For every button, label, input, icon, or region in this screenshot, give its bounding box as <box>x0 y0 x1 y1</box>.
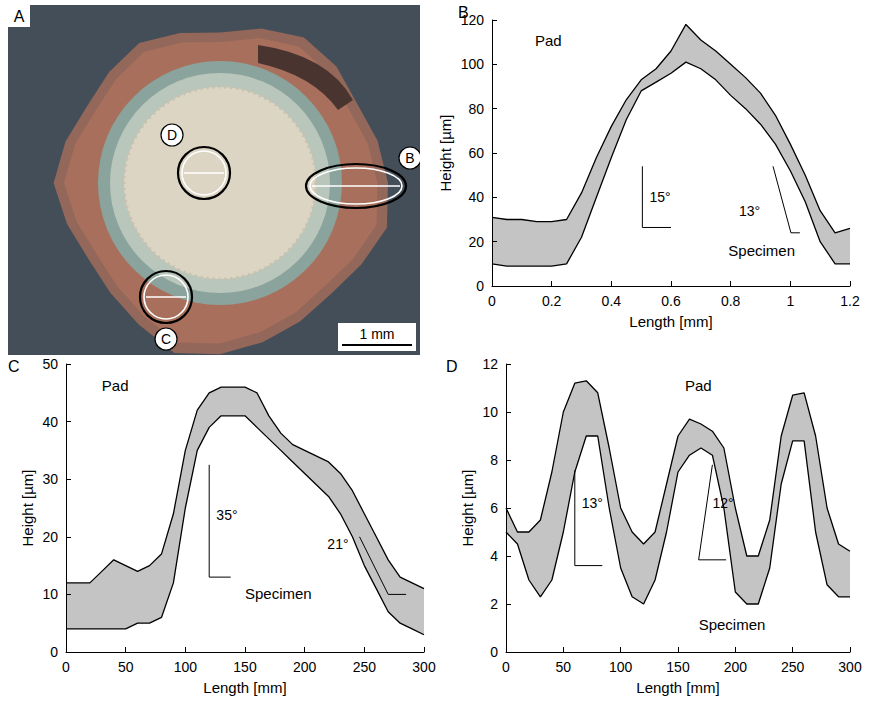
svg-text:0: 0 <box>488 293 496 309</box>
svg-text:100: 100 <box>461 56 485 72</box>
svg-text:120: 120 <box>460 12 484 28</box>
svg-text:50: 50 <box>42 356 58 372</box>
svg-text:0: 0 <box>62 659 70 675</box>
svg-text:0: 0 <box>476 278 484 294</box>
svg-text:1 mm: 1 mm <box>360 326 395 342</box>
svg-text:50: 50 <box>118 659 134 675</box>
svg-text:80: 80 <box>468 101 484 117</box>
svg-text:150: 150 <box>233 659 257 675</box>
svg-text:Length [mm]: Length [mm] <box>629 313 712 330</box>
svg-text:B: B <box>405 150 414 166</box>
svg-text:0: 0 <box>490 644 498 660</box>
svg-text:250: 250 <box>781 659 805 675</box>
svg-text:C: C <box>161 331 171 347</box>
svg-text:Height [µm]: Height [µm] <box>437 115 454 192</box>
svg-text:2: 2 <box>490 596 498 612</box>
svg-text:Pad: Pad <box>535 32 562 49</box>
svg-text:35°: 35° <box>216 507 237 523</box>
svg-text:B: B <box>458 4 469 21</box>
svg-text:250: 250 <box>353 659 377 675</box>
svg-text:100: 100 <box>174 659 198 675</box>
svg-text:D: D <box>446 358 458 375</box>
svg-text:100: 100 <box>609 659 633 675</box>
svg-text:1.2: 1.2 <box>840 293 860 309</box>
svg-text:D: D <box>167 127 177 143</box>
svg-text:4: 4 <box>490 548 498 564</box>
svg-text:1: 1 <box>786 293 794 309</box>
svg-text:Specimen: Specimen <box>728 242 795 259</box>
svg-text:0: 0 <box>50 644 58 660</box>
svg-text:15°: 15° <box>650 189 671 205</box>
svg-text:Specimen: Specimen <box>245 585 312 602</box>
svg-text:Pad: Pad <box>102 377 129 394</box>
svg-text:0.6: 0.6 <box>661 293 681 309</box>
svg-text:10: 10 <box>42 586 58 602</box>
svg-text:60: 60 <box>468 145 484 161</box>
svg-text:Pad: Pad <box>685 377 712 394</box>
svg-text:12: 12 <box>482 356 498 372</box>
svg-text:40: 40 <box>468 189 484 205</box>
svg-text:300: 300 <box>412 659 436 675</box>
svg-text:0.8: 0.8 <box>721 293 741 309</box>
svg-text:10: 10 <box>482 404 498 420</box>
svg-text:200: 200 <box>293 659 317 675</box>
svg-text:6: 6 <box>490 500 498 516</box>
svg-text:300: 300 <box>838 659 862 675</box>
svg-text:20: 20 <box>468 234 484 250</box>
svg-text:0.2: 0.2 <box>542 293 562 309</box>
svg-text:Height [µm]: Height [µm] <box>19 470 36 547</box>
svg-text:0: 0 <box>502 659 510 675</box>
svg-text:Length [mm]: Length [mm] <box>203 679 286 696</box>
svg-text:50: 50 <box>556 659 572 675</box>
svg-text:Specimen: Specimen <box>699 616 766 633</box>
svg-text:12°: 12° <box>712 495 733 511</box>
svg-text:0.4: 0.4 <box>602 293 622 309</box>
svg-text:13°: 13° <box>739 203 760 219</box>
svg-text:200: 200 <box>724 659 748 675</box>
svg-text:Height [µm]: Height [µm] <box>459 470 476 547</box>
svg-text:C: C <box>8 358 20 375</box>
svg-text:13°: 13° <box>582 495 603 511</box>
svg-text:8: 8 <box>490 452 498 468</box>
svg-text:30: 30 <box>42 471 58 487</box>
svg-text:20: 20 <box>42 529 58 545</box>
svg-text:40: 40 <box>42 414 58 430</box>
svg-text:21°: 21° <box>327 536 348 552</box>
svg-text:150: 150 <box>666 659 690 675</box>
svg-text:A: A <box>14 8 25 25</box>
svg-text:Length [mm]: Length [mm] <box>636 679 719 696</box>
